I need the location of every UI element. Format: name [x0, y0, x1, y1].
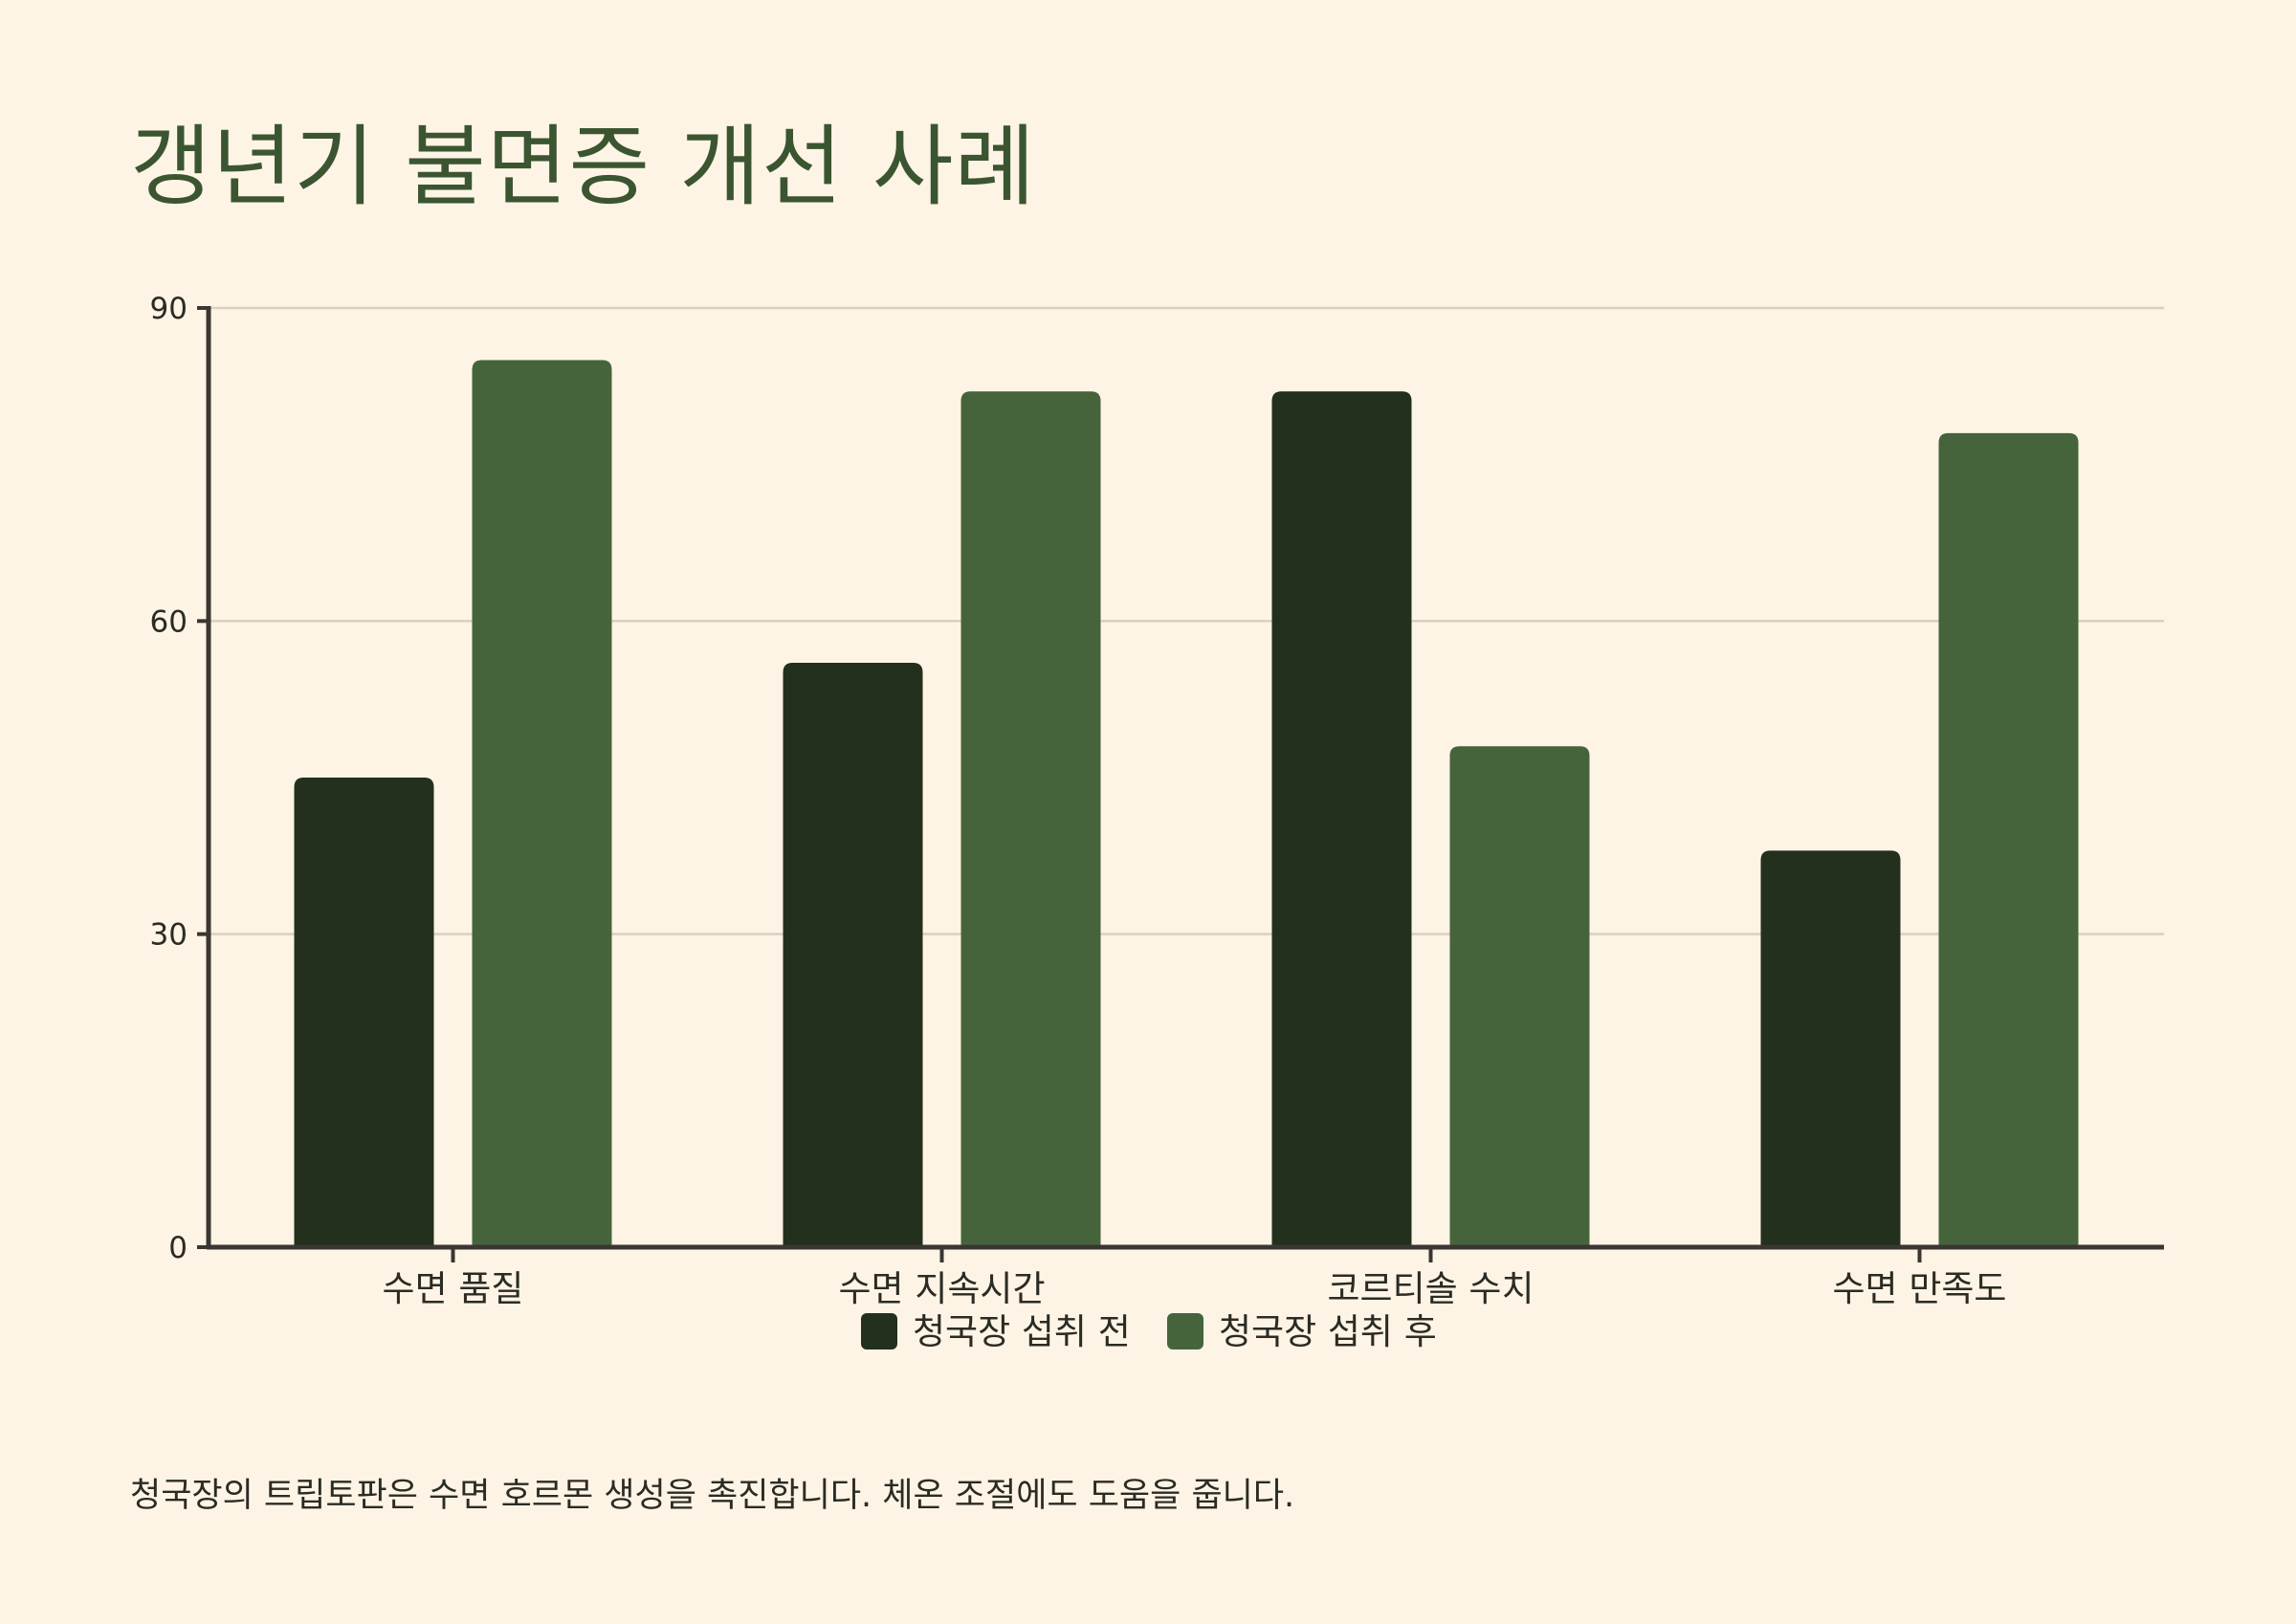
x-tick-label: 코르티솔 수치 [1327, 1268, 1534, 1309]
x-tick-label: 수면 만족도 [1833, 1268, 2007, 1309]
legend: 청국장 섭취 전 청국장 섭취 후 [861, 1311, 1437, 1352]
y-tick-label: 30 [150, 918, 188, 953]
axes [197, 306, 2164, 1262]
bar [783, 662, 923, 1247]
chart-title: 갱년기 불면증 개선 사례 [130, 116, 1037, 218]
bars [294, 360, 2079, 1247]
axis-labels: 0 30 60 90 수면 품질 수면 지속시간 코르티솔 수치 수면 만족도 [150, 292, 2007, 1309]
bar [1938, 432, 2079, 1247]
bar [1271, 391, 1412, 1247]
bar [1760, 850, 1901, 1247]
footnote: 청국장의 트립토판은 수면 호르몬 생성을 촉진합니다. 체온 조절에도 도움을… [130, 1477, 1295, 1515]
bar [472, 360, 612, 1247]
bar [960, 391, 1101, 1247]
bar [294, 778, 434, 1247]
legend-label: 청국장 섭취 전 [913, 1311, 1131, 1352]
y-tick-label: 60 [150, 604, 188, 639]
x-tick-label: 수면 지속시간 [838, 1268, 1045, 1309]
legend-label: 청국장 섭취 후 [1219, 1311, 1437, 1352]
bar [1449, 746, 1590, 1247]
legend-swatch [1167, 1313, 1203, 1350]
legend-swatch [861, 1313, 897, 1350]
y-tick-label: 0 [168, 1231, 188, 1265]
x-tick-label: 수면 품질 [383, 1268, 524, 1309]
y-tick-label: 90 [150, 292, 188, 326]
